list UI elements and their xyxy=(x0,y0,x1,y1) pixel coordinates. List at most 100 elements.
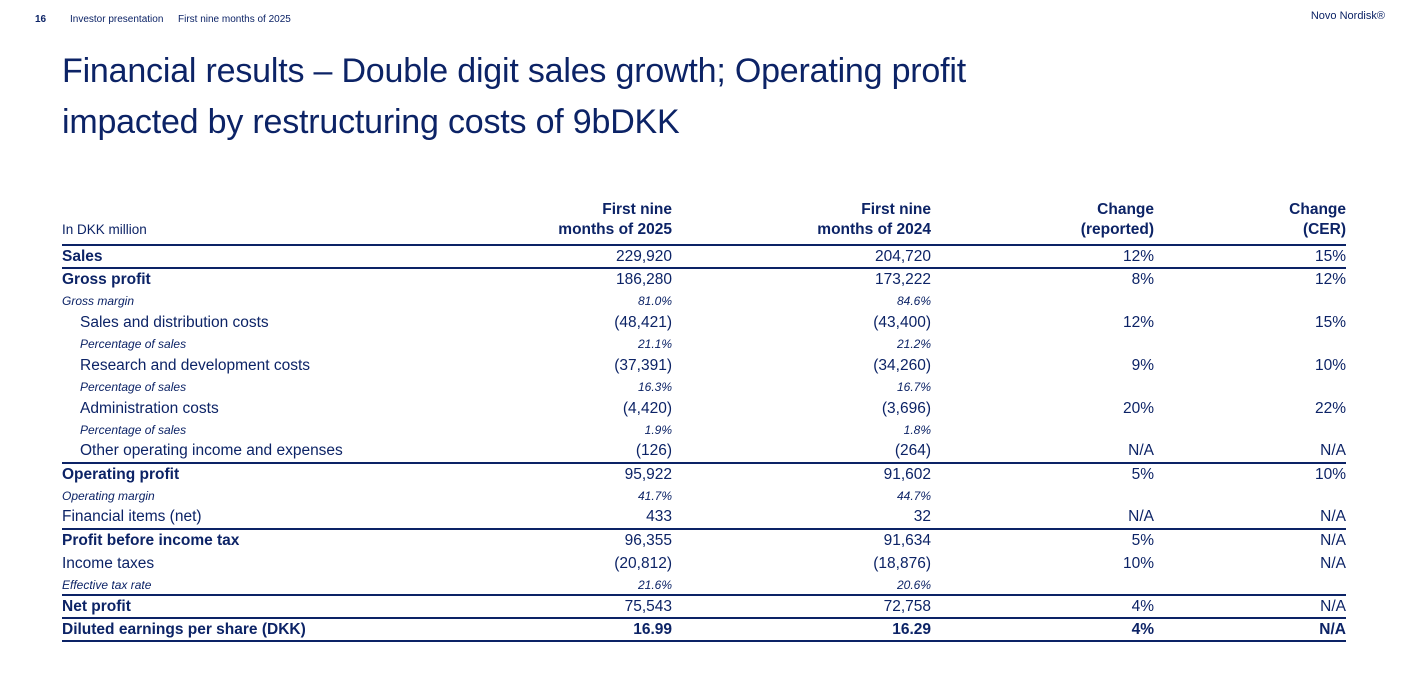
row-label: Gross margin xyxy=(62,294,135,308)
table-row: Net profit 75,543 72,758 4% N/A xyxy=(62,595,1346,619)
value-change-cer xyxy=(1154,575,1346,596)
table-row: Sales 229,920 204,720 12% 15% xyxy=(62,245,1346,269)
value-change-reported xyxy=(931,420,1154,440)
row-label: Sales and distribution costs xyxy=(80,313,269,331)
column-header-change-cer: Change (CER) xyxy=(1154,200,1346,246)
table-row: Gross profit 186,280 173,222 8% 12% xyxy=(62,268,1346,291)
value-change-reported: 4% xyxy=(931,595,1154,619)
row-label: Administration costs xyxy=(80,399,219,417)
value-change-cer xyxy=(1154,486,1346,506)
table-row: Income taxes (20,812) (18,876) 10% N/A xyxy=(62,552,1346,575)
value-change-cer: 10% xyxy=(1314,356,1346,374)
table-row: Percentage of sales 21.1% 21.2% xyxy=(62,334,1346,354)
value-2025: 96,355 xyxy=(624,532,672,549)
value-change-cer: N/A xyxy=(1320,532,1346,549)
value-2025: 95,922 xyxy=(624,466,672,483)
row-label: Financial items (net) xyxy=(62,506,482,530)
value-change-reported: 9% xyxy=(1131,356,1154,374)
value-2024: 32 xyxy=(672,506,931,530)
value-change-reported: N/A xyxy=(931,506,1154,530)
table-row: Percentage of sales 1.9% 1.8% xyxy=(62,420,1346,440)
value-2025: (126) xyxy=(482,440,672,464)
value-2024: 16.29 xyxy=(672,618,931,642)
brand-logo-text: Novo Nordisk® xyxy=(1310,10,1385,22)
table-row: Operating margin 41.7% 44.7% xyxy=(62,486,1346,506)
value-change-cer: N/A xyxy=(1320,554,1346,572)
value-2025: (37,391) xyxy=(614,356,672,374)
row-label: Percentage of sales xyxy=(80,380,187,394)
page-number: 16 xyxy=(35,14,47,25)
value-2024: 44.7% xyxy=(896,489,931,503)
value-change-cer: 12% xyxy=(1314,271,1346,288)
table-row: Sales and distribution costs (48,421) (43,… xyxy=(62,311,1346,334)
value-2024: 91,602 xyxy=(883,466,931,483)
value-2025: 1.9% xyxy=(644,423,672,437)
value-2024: (43,400) xyxy=(873,313,931,331)
table-row: Financial items (net) 433 32 N/A N/A xyxy=(62,506,1346,530)
value-2024: 72,758 xyxy=(672,595,931,619)
column-header-change-reported: Change (reported) xyxy=(931,200,1154,246)
table-header-row: In DKK million First nine months of 2025… xyxy=(62,200,1346,246)
value-change-reported xyxy=(931,291,1154,311)
value-change-reported: 5% xyxy=(1131,532,1154,549)
financial-results-table: In DKK million First nine months of 2025… xyxy=(62,200,1346,642)
financial-results-table-container: In DKK million First nine months of 2025… xyxy=(62,200,1346,642)
table-row: Percentage of sales 16.3% 16.7% xyxy=(62,377,1346,397)
slide-title-line2: impacted by restructuring costs of 9bDKK xyxy=(62,103,680,141)
row-label: Operating margin xyxy=(62,489,155,503)
row-label: Sales xyxy=(62,245,482,269)
value-2024: 173,222 xyxy=(874,271,931,288)
value-change-cer: N/A xyxy=(1154,506,1346,530)
value-2025: (4,420) xyxy=(622,399,672,417)
value-change-cer xyxy=(1154,377,1346,397)
value-2025: 41.7% xyxy=(637,489,672,503)
row-label: Operating profit xyxy=(62,466,180,483)
value-change-reported: 12% xyxy=(1122,313,1154,331)
value-change-reported xyxy=(931,377,1154,397)
value-2025: 75,543 xyxy=(482,595,672,619)
table-row: Administration costs (4,420) (3,696) 20% 22% xyxy=(62,397,1346,420)
value-change-reported: N/A xyxy=(931,440,1154,464)
value-2025: 16.3% xyxy=(637,380,672,394)
value-2025: (20,812) xyxy=(614,554,672,572)
value-change-cer: N/A xyxy=(1154,595,1346,619)
table-row: Other operating income and expenses (126)… xyxy=(62,440,1346,464)
value-2025: 16.99 xyxy=(482,618,672,642)
value-change-cer: 15% xyxy=(1154,245,1346,269)
value-change-reported xyxy=(931,334,1154,354)
row-label: Income taxes xyxy=(62,554,155,572)
value-change-reported: 12% xyxy=(931,245,1154,269)
value-change-reported: 5% xyxy=(1131,466,1154,483)
value-change-reported xyxy=(931,486,1154,506)
value-2024: 84.6% xyxy=(896,294,931,308)
row-label: Research and development costs xyxy=(80,356,311,374)
row-label: Net profit xyxy=(62,595,482,619)
table-row: Effective tax rate 21.6% 20.6% xyxy=(62,575,1346,596)
table-row: Gross margin 81.0% 84.6% xyxy=(62,291,1346,311)
row-label: Other operating income and expenses xyxy=(62,440,482,464)
value-2024: (3,696) xyxy=(881,399,931,417)
column-header-2024: First nine months of 2024 xyxy=(672,200,931,246)
value-change-cer xyxy=(1154,291,1346,311)
value-2024: 91,634 xyxy=(883,532,931,549)
value-change-reported: 20% xyxy=(1122,399,1154,417)
value-change-cer: 15% xyxy=(1314,313,1346,331)
value-2025: 21.6% xyxy=(482,575,672,596)
value-change-reported: 4% xyxy=(931,618,1154,642)
table-row: Profit before income tax 96,355 91,634 5% N/… xyxy=(62,529,1346,552)
value-2025: 21.1% xyxy=(637,337,672,351)
value-change-reported: 8% xyxy=(1131,271,1154,288)
table-row: Operating profit 95,922 91,602 5% 10% xyxy=(62,463,1346,486)
value-2024: 1.8% xyxy=(903,423,931,437)
value-2024: (18,876) xyxy=(873,554,931,572)
value-change-cer xyxy=(1154,334,1346,354)
value-2024: 16.7% xyxy=(896,380,931,394)
presentation-name: Investor presentation xyxy=(70,14,164,25)
value-change-reported xyxy=(931,575,1154,596)
value-2025: 433 xyxy=(482,506,672,530)
value-change-cer: 22% xyxy=(1314,399,1346,417)
value-2025: 186,280 xyxy=(615,271,672,288)
row-label: Percentage of sales xyxy=(80,423,187,437)
row-label: Gross profit xyxy=(62,271,151,288)
